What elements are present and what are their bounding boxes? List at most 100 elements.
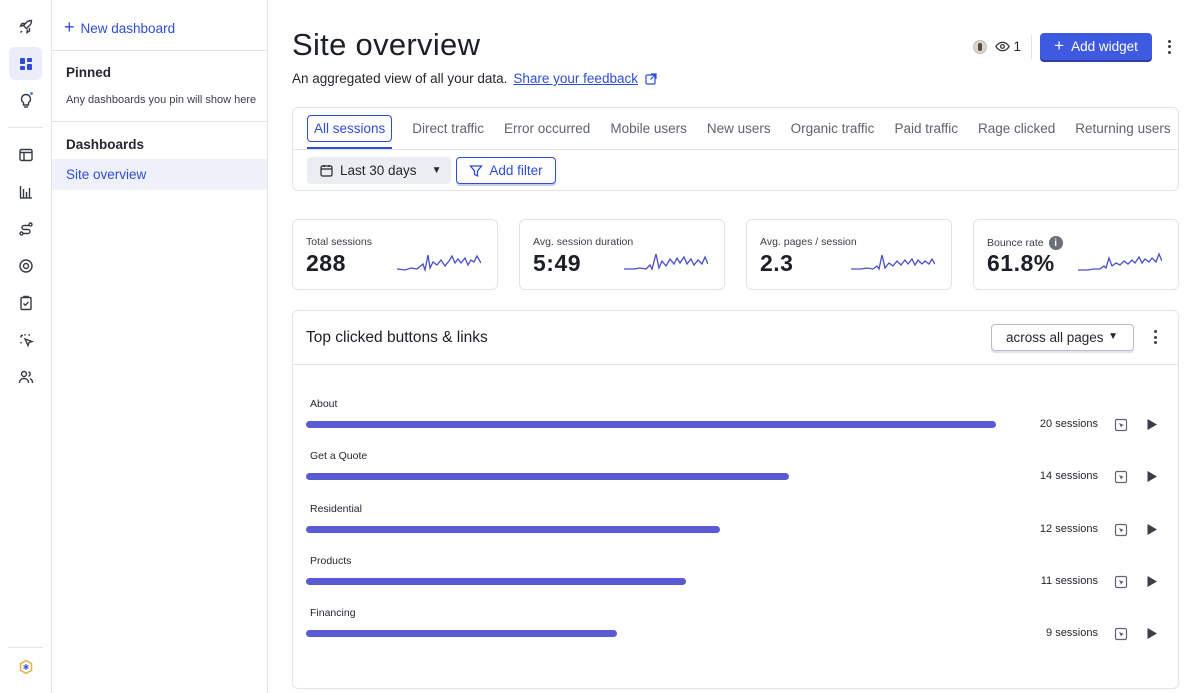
more-options-icon[interactable] <box>1160 39 1178 54</box>
cursor-click-icon[interactable] <box>9 323 42 356</box>
calendar-icon <box>320 165 333 177</box>
date-range-select[interactable]: Last 30 days ▼ <box>307 157 451 184</box>
session-count: 20 sessions <box>1039 418 1098 430</box>
viewer-count: 1 <box>1013 39 1021 54</box>
stat-label: Avg. pages / session <box>760 236 857 248</box>
play-icon[interactable] <box>1144 626 1159 641</box>
sparkline-chart <box>1078 252 1162 271</box>
list-item[interactable]: Residential 12 sessions <box>293 503 1178 555</box>
session-bar <box>306 421 996 428</box>
heatmap-icon[interactable] <box>1114 470 1128 484</box>
session-count: 14 sessions <box>1039 470 1098 483</box>
share-feedback-link[interactable]: Share your feedback <box>513 71 638 86</box>
new-dashboard-button[interactable]: + New dashboard <box>64 17 175 39</box>
row-label: About <box>310 398 338 410</box>
header-divider <box>1031 34 1032 59</box>
browser-window-icon[interactable] <box>9 138 42 171</box>
tab-rage-clicked[interactable]: Rage clicked <box>977 121 1056 136</box>
play-icon[interactable] <box>1144 574 1159 589</box>
lightbulb-icon[interactable] <box>9 84 42 117</box>
page-scope-value: across all pages <box>1006 330 1104 345</box>
row-label: Products <box>310 554 352 567</box>
add-widget-button[interactable]: + Add widget <box>1040 33 1152 60</box>
page-scope-select[interactable]: across all pages ▼ <box>991 324 1134 351</box>
session-bar-track <box>306 630 996 638</box>
bar-chart-icon[interactable] <box>9 175 42 208</box>
session-count: 11 sessions <box>1040 574 1098 587</box>
stat-card-total-sessions[interactable]: Total sessions 288 <box>292 219 498 290</box>
people-icon[interactable] <box>9 360 42 393</box>
external-link-icon <box>645 72 657 85</box>
sparkline-chart <box>624 253 708 271</box>
icon-rail <box>0 0 52 693</box>
session-bar-track <box>306 577 996 585</box>
hexagon-logo-icon[interactable] <box>9 650 42 683</box>
tab-organic-traffic[interactable]: Organic traffic <box>790 121 875 136</box>
tab-returning-users[interactable]: Returning users <box>1075 121 1171 136</box>
panel-header: Top clicked buttons & links across all p… <box>293 311 1178 365</box>
stat-value: 5:49 <box>533 250 582 276</box>
stat-value: 61.8% <box>987 250 1055 276</box>
panel-title: Top clicked buttons & links <box>306 329 488 346</box>
tab-direct-traffic[interactable]: Direct traffic <box>412 121 485 136</box>
list-item[interactable]: Products 11 sessions <box>293 555 1178 607</box>
session-bar <box>306 525 720 533</box>
row-label: Get a Quote <box>310 450 368 463</box>
sidebar-item-site-overview[interactable]: Site overview <box>52 159 267 190</box>
session-bar-track <box>306 473 996 481</box>
sparkline-chart <box>851 254 935 271</box>
stat-card-avg-session-duration[interactable]: Avg. session duration 5:49 <box>519 219 725 290</box>
add-widget-label: Add widget <box>1071 39 1138 54</box>
subtitle-text: An aggregated view of all your data. <box>292 71 508 86</box>
stat-label: Total sessions <box>306 236 372 248</box>
target-icon[interactable] <box>9 249 42 282</box>
dashboard-icon[interactable] <box>9 47 42 80</box>
tab-new-users[interactable]: New users <box>706 121 771 136</box>
list-item[interactable]: Financing 9 sessions <box>293 607 1178 659</box>
list-item[interactable]: About 20 sessions <box>293 398 1178 450</box>
route-icon[interactable] <box>9 212 42 245</box>
tab-error-occurred[interactable]: Error occurred <box>504 121 591 136</box>
new-dashboard-label: New dashboard <box>80 20 176 36</box>
heatmap-icon[interactable] <box>1114 575 1128 589</box>
panel-more-options-icon[interactable] <box>1154 330 1157 344</box>
filters-panel: All sessions Direct traffic Error occurr… <box>292 107 1179 191</box>
heatmap-icon[interactable] <box>1114 418 1128 432</box>
stat-card-avg-pages-per-session[interactable]: Avg. pages / session 2.3 <box>746 219 952 290</box>
pinned-empty-note: Any dashboards you pin will show here <box>66 94 257 106</box>
date-range-value: Last 30 days <box>340 163 417 178</box>
stat-card-bounce-rate[interactable]: Bounce rate i 61.8% <box>973 219 1179 290</box>
tab-all-sessions[interactable]: All sessions <box>307 115 393 149</box>
tab-mobile-users[interactable]: Mobile users <box>610 121 687 136</box>
stat-label: Bounce rate i <box>987 236 1063 250</box>
rocket-icon[interactable] <box>9 10 42 43</box>
dashboards-heading: Dashboards <box>66 137 145 152</box>
heatmap-icon[interactable] <box>1114 627 1128 641</box>
notification-dot <box>29 91 34 96</box>
tab-paid-traffic[interactable]: Paid traffic <box>894 121 958 136</box>
session-count: 9 sessions <box>1046 627 1098 640</box>
top-clicked-panel: Top clicked buttons & links across all p… <box>292 310 1179 689</box>
play-icon[interactable] <box>1144 417 1159 432</box>
info-icon[interactable]: i <box>1048 236 1063 250</box>
eye-icon <box>995 41 1011 52</box>
play-icon[interactable] <box>1144 522 1159 537</box>
rail-divider <box>8 127 43 128</box>
add-filter-button[interactable]: Add filter <box>456 157 556 184</box>
viewers-indicator[interactable]: 1 <box>995 39 1021 54</box>
session-bar-track <box>306 525 996 533</box>
row-label: Residential <box>310 502 362 515</box>
checklist-icon[interactable] <box>9 286 42 319</box>
list-item[interactable]: Get a Quote 14 sessions <box>293 450 1178 502</box>
caret-down-icon: ▼ <box>1108 331 1118 342</box>
play-icon[interactable] <box>1144 469 1159 484</box>
heatmap-icon[interactable] <box>1114 523 1128 537</box>
dashboards-sidebar: + New dashboard Pinned Any dashboards yo… <box>52 0 268 693</box>
stat-label: Avg. session duration <box>533 236 634 248</box>
session-bar <box>306 473 789 481</box>
avatar[interactable] <box>973 39 988 54</box>
session-bar <box>306 577 686 585</box>
caret-down-icon: ▼ <box>431 165 442 176</box>
add-filter-label: Add filter <box>489 163 543 178</box>
filter-icon <box>469 164 484 177</box>
